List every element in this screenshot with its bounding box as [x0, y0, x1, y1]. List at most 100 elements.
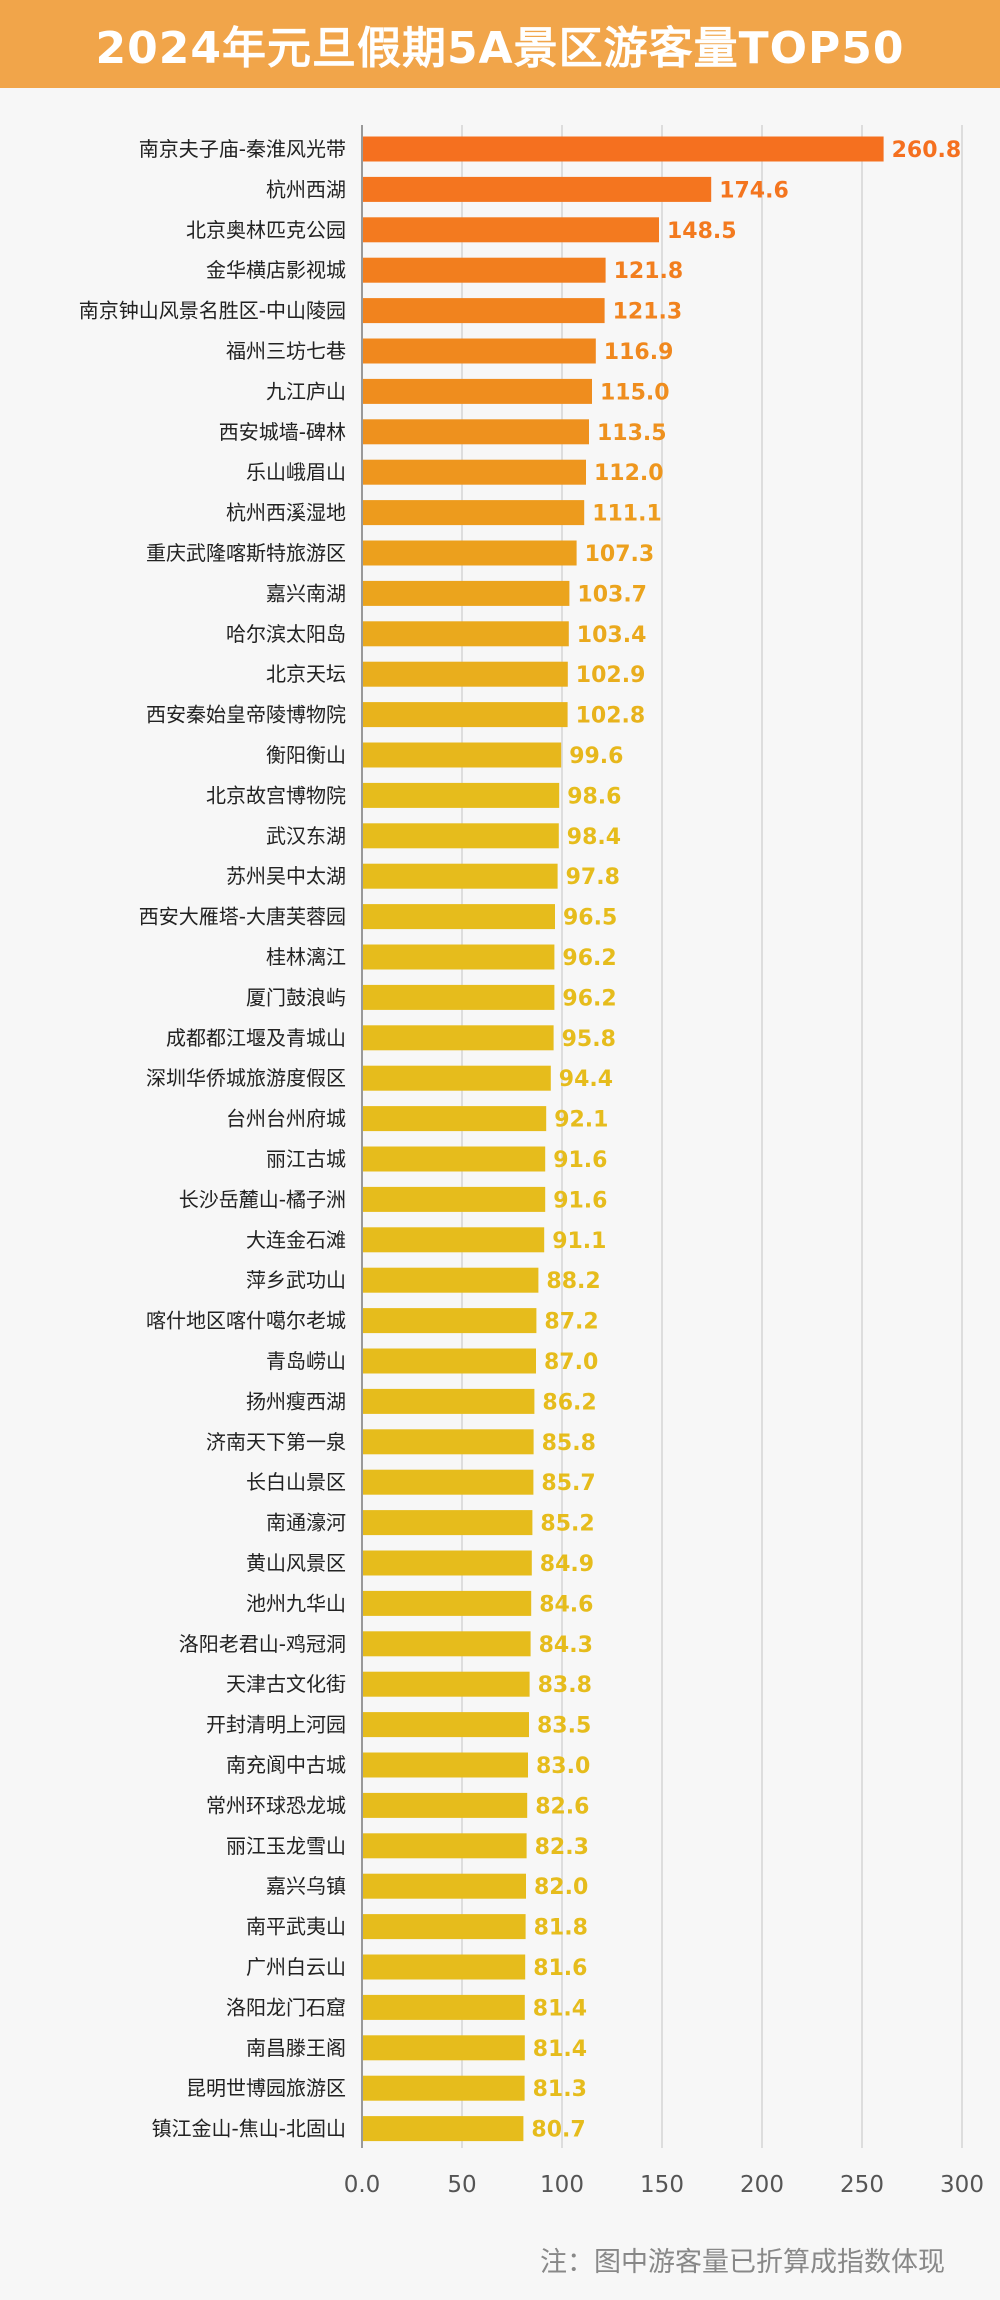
category-label: 南平武夷山 [246, 1915, 346, 1939]
data-label: 86.2 [542, 1390, 596, 1415]
bar [362, 1267, 539, 1293]
bar [362, 1550, 532, 1576]
x-tick-label: 200 [740, 2172, 784, 2198]
bar [362, 298, 605, 324]
data-label: 84.3 [539, 1633, 593, 1658]
data-label: 83.5 [537, 1714, 591, 1739]
bar [362, 1065, 551, 1091]
data-label: 82.0 [534, 1875, 588, 1900]
data-label: 83.8 [538, 1673, 592, 1698]
x-tick-label: 50 [447, 2172, 476, 2198]
category-label: 厦门鼓浪屿 [246, 985, 346, 1009]
data-label: 121.8 [614, 259, 684, 284]
category-label: 西安秦始皇帝陵博物院 [146, 703, 346, 727]
category-label: 池州九华山 [246, 1591, 346, 1615]
data-label: 95.8 [562, 1027, 616, 1052]
bar [362, 2116, 524, 2142]
category-label: 嘉兴南湖 [266, 581, 346, 605]
bar [362, 1429, 534, 1455]
category-label: 广州白云山 [246, 1955, 346, 1979]
bar [362, 1873, 526, 1899]
category-label: 深圳华侨城旅游度假区 [146, 1066, 346, 1090]
category-label: 大连金石滩 [246, 1228, 346, 1252]
data-label: 92.1 [554, 1108, 608, 1133]
category-label: 南充阆中古城 [226, 1753, 346, 1777]
title-banner: 2024年元旦假期5A景区游客量TOP50 [0, 0, 1000, 88]
category-label: 北京故宫博物院 [206, 783, 346, 807]
data-label: 85.2 [540, 1512, 594, 1537]
category-label: 哈尔滨太阳岛 [226, 622, 346, 646]
data-label: 81.8 [534, 1916, 588, 1941]
bar [362, 984, 555, 1010]
data-label: 121.3 [613, 300, 683, 325]
data-label: 102.8 [576, 704, 646, 729]
category-label: 南京钟山风景名胜区-中山陵园 [79, 299, 346, 323]
data-label: 94.4 [559, 1067, 613, 1092]
x-tick-label: 100 [540, 2172, 584, 2198]
footnote: 注：图中游客量已折算成指数体现 [540, 2247, 945, 2278]
category-label: 喀什地区喀什噶尔老城 [146, 1309, 346, 1333]
data-label: 82.3 [535, 1835, 589, 1860]
x-tick-label: 300 [940, 2172, 984, 2198]
bar [362, 338, 596, 364]
bar [362, 944, 555, 970]
category-label: 苏州吴中太湖 [226, 864, 346, 888]
bar [362, 1994, 525, 2020]
bar [362, 1671, 530, 1697]
category-label: 扬州瘦西湖 [246, 1389, 346, 1413]
data-label: 115.0 [600, 380, 670, 405]
data-label: 84.6 [539, 1592, 593, 1617]
data-label: 97.8 [566, 865, 620, 890]
bar [362, 1833, 527, 1859]
data-label: 81.4 [533, 1996, 587, 2021]
bar [362, 1590, 532, 1616]
category-label: 南京夫子庙-秦淮风光带 [139, 137, 346, 161]
data-label: 113.5 [597, 421, 667, 446]
category-label: 西安大雁塔-大唐芙蓉园 [139, 905, 346, 929]
data-label: 91.6 [553, 1148, 607, 1173]
data-label: 85.7 [541, 1471, 595, 1496]
data-label: 84.9 [540, 1552, 594, 1577]
data-label: 87.2 [544, 1310, 598, 1335]
page-title: 2024年元旦假期5A景区游客量TOP50 [95, 23, 905, 74]
data-label: 91.6 [553, 1188, 607, 1213]
data-label: 96.2 [562, 946, 616, 971]
category-label: 天津古文化街 [226, 1672, 346, 1696]
category-label: 开封清明上河园 [206, 1713, 346, 1737]
bar [362, 257, 606, 283]
data-label: 102.9 [576, 663, 646, 688]
data-label: 98.4 [567, 825, 621, 850]
bar [362, 904, 555, 930]
data-label: 260.8 [892, 138, 962, 163]
category-label: 长白山景区 [246, 1470, 346, 1494]
category-label: 金华横店影视城 [206, 258, 346, 282]
bar [362, 217, 659, 243]
data-label: 82.6 [535, 1794, 589, 1819]
data-label: 88.2 [546, 1269, 600, 1294]
bar [362, 459, 586, 485]
data-label: 103.4 [577, 623, 647, 648]
category-label: 黄山风景区 [246, 1551, 346, 1575]
bar [362, 2075, 525, 2101]
category-label: 福州三坊七巷 [226, 339, 346, 363]
data-label: 81.3 [533, 2077, 587, 2102]
category-label: 长沙岳麓山-橘子洲 [179, 1187, 346, 1211]
bar [362, 782, 560, 808]
bar [362, 1510, 533, 1536]
bar [362, 1146, 546, 1172]
data-label: 81.4 [533, 2037, 587, 2062]
bar [362, 1227, 545, 1253]
data-label: 111.1 [592, 502, 662, 527]
category-label: 杭州西溪湿地 [226, 501, 346, 525]
data-label: 85.8 [542, 1431, 596, 1456]
category-label: 南通濠河 [266, 1511, 346, 1535]
x-tick-label: 250 [840, 2172, 884, 2198]
category-label: 济南天下第一泉 [206, 1430, 346, 1454]
data-label: 91.1 [552, 1229, 606, 1254]
category-label: 北京奥林匹克公园 [186, 218, 346, 242]
bar [362, 2035, 525, 2061]
x-tick-label: 0.0 [344, 2172, 381, 2198]
data-label: 80.7 [531, 2118, 585, 2143]
category-label: 重庆武隆喀斯特旅游区 [146, 541, 346, 565]
